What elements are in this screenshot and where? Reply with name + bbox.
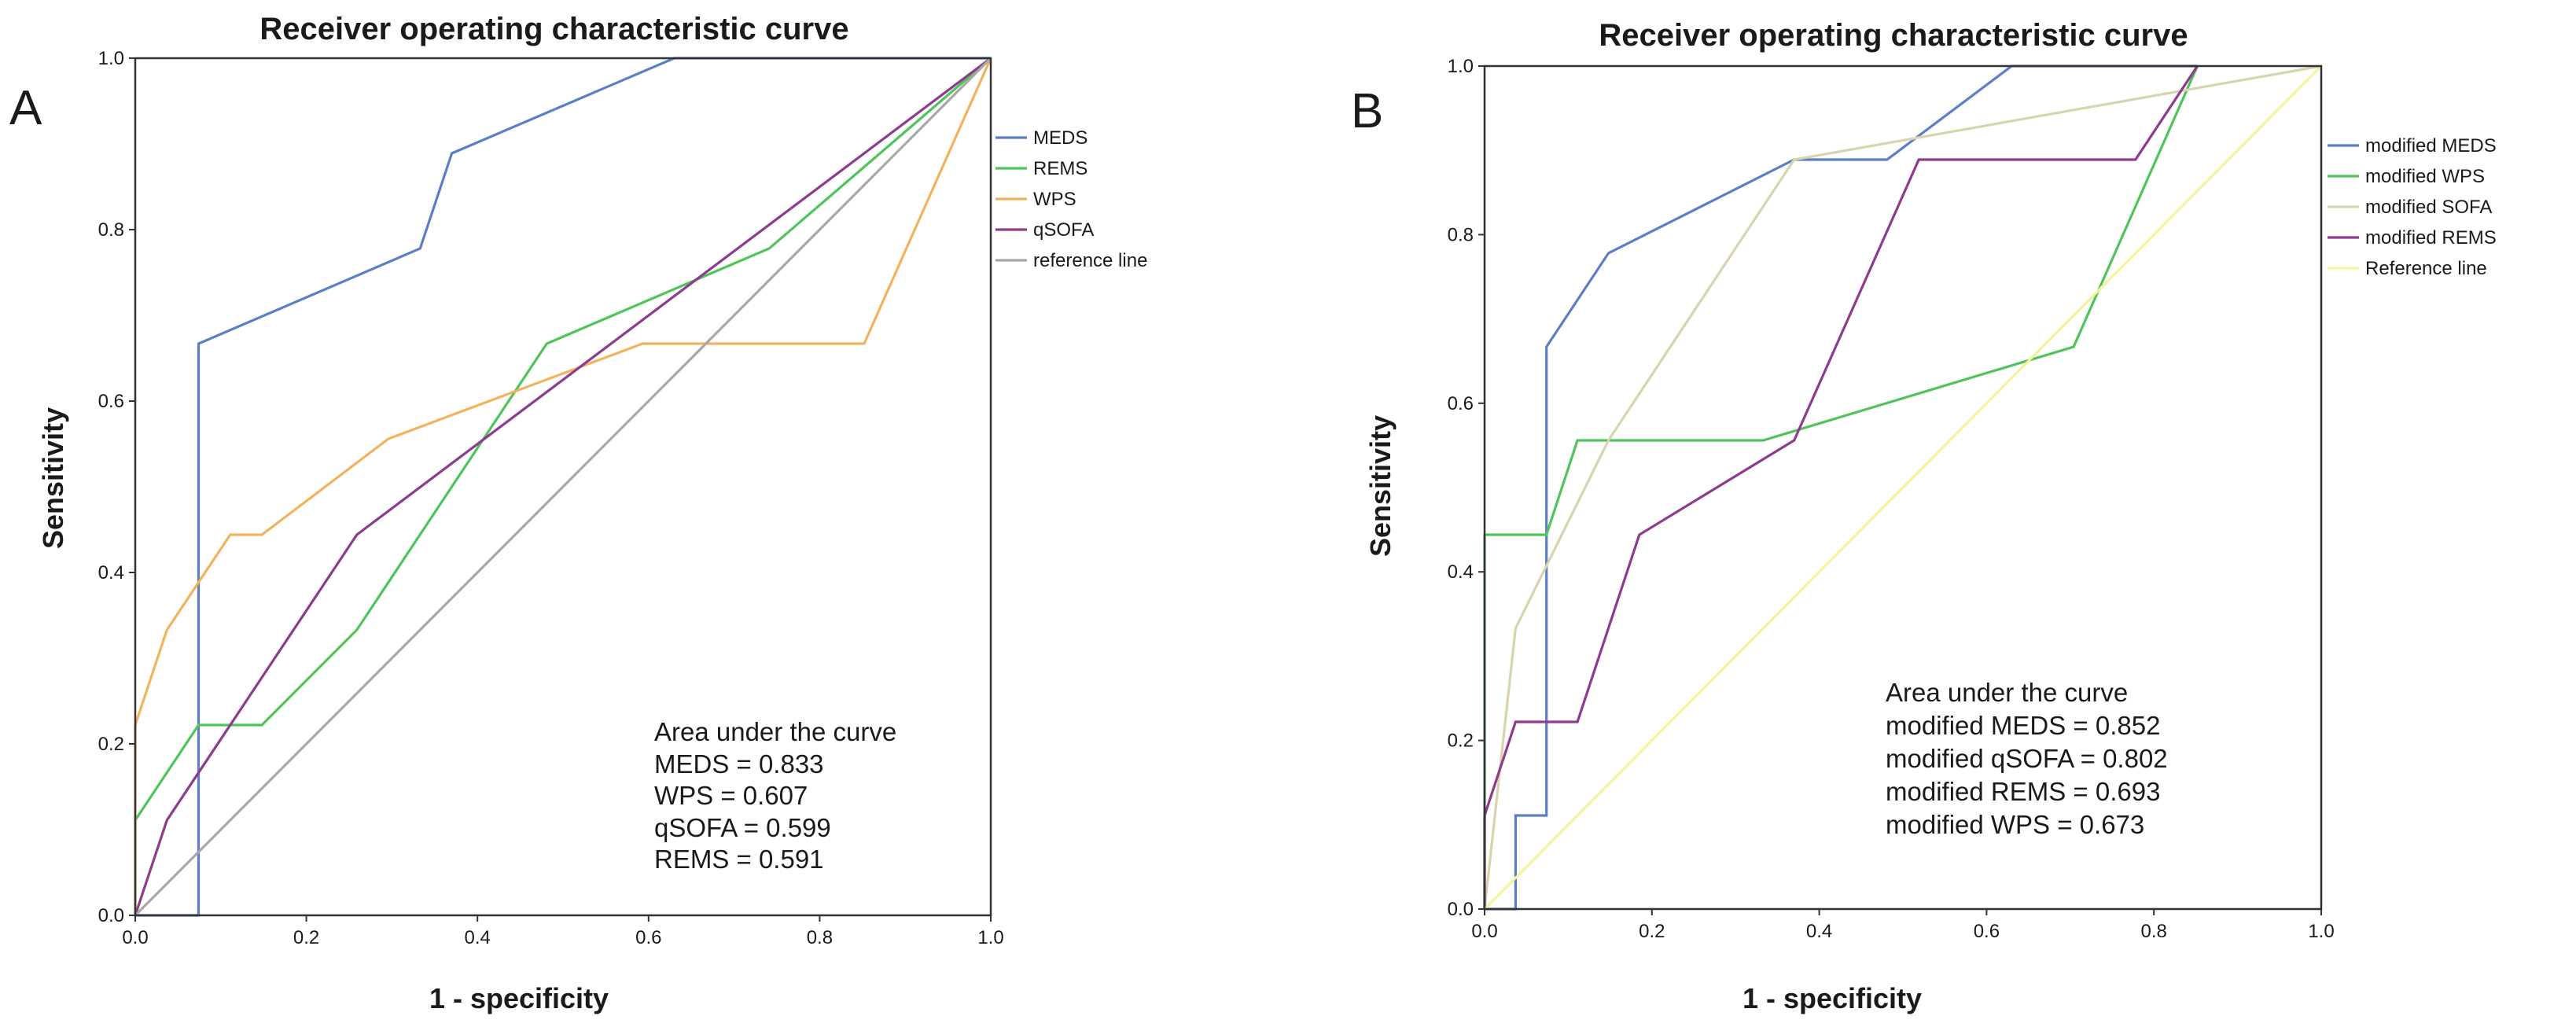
panel-b-x-tick-label: 0.6	[1974, 921, 2000, 942]
panel-b-y-axis-title: Sensitivity	[1364, 415, 1397, 557]
panel-b-x-tick-label: 0.0	[1471, 921, 1497, 942]
panel-a-legend-label-wps: WPS	[1033, 189, 1076, 210]
panel-b-x-tick-label: 0.2	[1639, 921, 1665, 942]
panel-a-title: Receiver operating characteristic curve	[259, 12, 848, 46]
panel-b-auc-meds: modified MEDS = 0.852	[1886, 711, 2160, 740]
panel-a-y-tick-label: 1.0	[98, 48, 124, 69]
panel-b-plot-frame	[1483, 64, 2323, 911]
panel-a-auc-qsofa: qSOFA = 0.599	[654, 813, 831, 842]
panel-a-y-axis-title: Sensitivity	[37, 407, 69, 549]
panel-b-legend-label-modified-rems: modified REMS	[2365, 227, 2497, 248]
panel-b-series-modified-sofa	[1483, 64, 2322, 910]
panel-a-plot-frame	[134, 57, 992, 917]
panel-a-x-tick-label: 0.2	[293, 927, 319, 948]
panel-a-auc-heading: Area under the curve	[654, 717, 896, 746]
panel-b: B Receiver operating characteristic curv…	[1351, 18, 2497, 1014]
panel-b-y-tick-label: 1.0	[1448, 56, 1474, 77]
panel-a-x-tick-label: 0.4	[465, 927, 491, 948]
panel-b-x-tick-label: 1.0	[2308, 921, 2334, 942]
panel-b-auc-qsofa: modified qSOFA = 0.802	[1886, 744, 2168, 773]
panel-b-legend-label-modified-wps: modified WPS	[2365, 166, 2485, 187]
panel-a-y-tick-label: 0.4	[98, 562, 124, 583]
panel-a-x-tick-label: 1.0	[977, 927, 1003, 948]
panel-b-y-tick-label: 0.2	[1448, 731, 1474, 752]
panel-a-x-tick-label: 0.8	[807, 927, 833, 948]
panel-b-auc-wps: modified WPS = 0.673	[1886, 810, 2144, 839]
panel-a-x-tick-label: 0.6	[635, 927, 661, 948]
panel-b-legend-label-modified-sofa: modified SOFA	[2365, 197, 2492, 218]
panel-a-auc-rems: REMS = 0.591	[654, 845, 824, 874]
panel-a-x-tick-label: 0.0	[122, 927, 148, 948]
panel-a-auc-meds: MEDS = 0.833	[654, 749, 824, 779]
panel-a-legend-label-meds: MEDS	[1033, 127, 1087, 149]
panel-a-y-tick-label: 0.8	[98, 219, 124, 241]
panel-a-legend-label-qsofa: qSOFA	[1033, 219, 1094, 241]
panel-a-series-reference-line	[134, 57, 992, 917]
panel-a-auc-wps: WPS = 0.607	[654, 781, 808, 810]
panel-b-y-tick-label: 0.8	[1448, 224, 1474, 245]
panel-b-legend-label-modified-meds: modified MEDS	[2365, 135, 2497, 156]
panel-b-auc-heading: Area under the curve	[1886, 678, 2128, 707]
panel-a-series-rems	[134, 57, 992, 915]
panel-b-y-tick-label: 0.6	[1448, 393, 1474, 414]
panel-a-legend-label-rems: REMS	[1033, 158, 1087, 179]
panel-b-auc-rems: modified REMS = 0.693	[1886, 777, 2160, 806]
panel-b-legend-label-reference-line: Reference line	[2365, 258, 2487, 279]
panel-a-series-qsofa	[134, 57, 992, 916]
panel-b-series-reference-line	[1483, 64, 2323, 911]
panel-b-title: Receiver operating characteristic curve	[1599, 18, 2188, 53]
panel-b-x-tick-label: 0.4	[1806, 921, 1832, 942]
panel-a-y-tick-label: 0.6	[98, 391, 124, 412]
panel-b-x-axis-title: 1 - specificity	[1742, 982, 1922, 1014]
panel-a-y-tick-label: 0.2	[98, 734, 124, 755]
panel-a-legend-label-reference-line: reference line	[1033, 250, 1147, 271]
panel-b-series-modified-rems	[1483, 65, 2199, 909]
panel-b-label: B	[1351, 84, 1383, 138]
panel-b-y-tick-label: 0.4	[1448, 561, 1474, 583]
panel-a-y-tick-label: 0.0	[98, 905, 124, 926]
panel-b-x-tick-label: 0.8	[2141, 921, 2167, 942]
panel-b-y-tick-label: 0.0	[1448, 899, 1474, 920]
panel-a-x-axis-title: 1 - specificity	[429, 982, 609, 1014]
panel-a-label: A	[9, 81, 42, 135]
panel-a-series-wps	[134, 57, 992, 915]
panel-a: A Receiver operating characteristic curv…	[9, 12, 1147, 1014]
panel-b-series-modified-meds	[1485, 64, 2198, 911]
